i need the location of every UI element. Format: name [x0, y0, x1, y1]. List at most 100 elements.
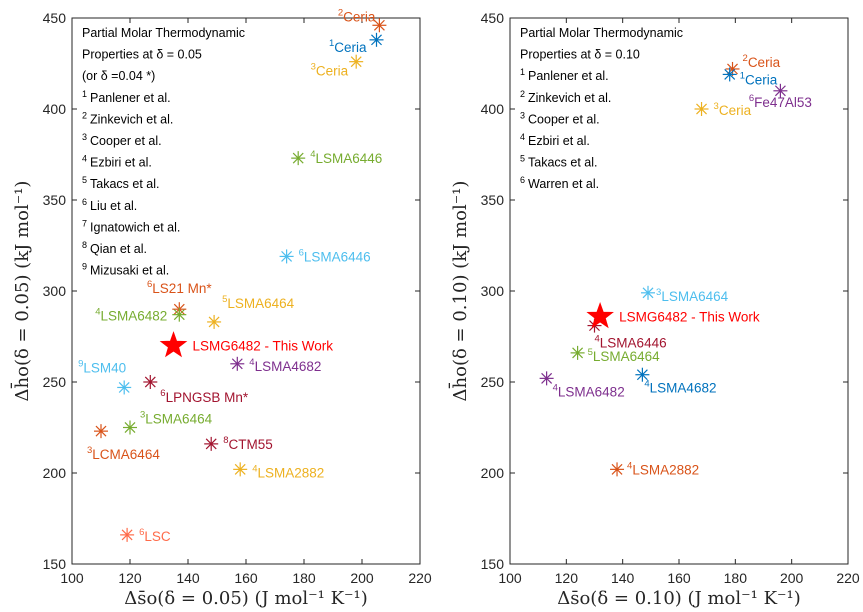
legend-entry: 6 Warren et al.: [520, 175, 599, 191]
data-point-marker: [641, 286, 655, 300]
data-point-marker: [610, 462, 624, 476]
x-tick-label: 120: [118, 570, 142, 586]
data-point-marker: [94, 424, 108, 438]
x-tick-label: 100: [60, 570, 84, 586]
x-tick-label: 160: [234, 570, 258, 586]
y-tick-label: 350: [481, 192, 505, 208]
legend-entry: Partial Molar Thermodynamic: [82, 26, 245, 40]
data-point-label: 4LSMA4682: [249, 357, 321, 374]
data-point-label: 3Ceria: [311, 62, 349, 79]
legend-entry: 3 Cooper et al.: [82, 132, 162, 148]
legend-entry: Partial Molar Thermodynamic: [520, 26, 683, 40]
data-point-marker: [291, 151, 305, 165]
data-point-label: 6LSMA6446: [299, 247, 371, 264]
x-tick-label: 140: [176, 570, 200, 586]
x-axis-label: Δs̄o(δ = 0.05) (J mol⁻¹ K⁻¹): [124, 588, 368, 609]
legend-entry: 2 Zinkevich et al.: [520, 89, 611, 105]
legend-entry: 4 Ezbiri et al.: [520, 132, 590, 148]
legend-entry: Properties at δ = 0.10: [520, 48, 640, 62]
data-point-marker: [280, 249, 294, 263]
legend-entry: (or δ =0.04 *): [82, 69, 155, 83]
data-point-marker: [123, 421, 137, 435]
legend-entry: 5 Takacs et al.: [520, 154, 598, 170]
right-chart-panel: 100 120 140 160 180 200 220 150 200 250 300 350 400 4…: [447, 10, 860, 609]
legend-entry: 2 Zinkevich et al.: [82, 110, 173, 126]
x-tick-label: 200: [780, 570, 804, 586]
y-tick-label: 250: [481, 374, 505, 390]
y-axis-label: Δh̄o(δ = 0.10) (kJ mol⁻¹): [447, 181, 471, 402]
data-point-marker: [540, 371, 554, 385]
x-tick-label: 100: [498, 570, 522, 586]
x-tick-label: 220: [408, 570, 432, 586]
data-point-label: 3LCMA6464: [87, 445, 160, 462]
data-point-marker: [349, 55, 363, 69]
data-point-label: 2Ceria: [338, 7, 376, 24]
data-point-label: 6LS21 Mn*: [147, 279, 212, 296]
legend-entry: 1 Panlener et al.: [82, 89, 171, 105]
highlight-star-marker: [161, 333, 186, 357]
y-tick-label: 200: [481, 465, 505, 481]
y-tick-label: 450: [43, 10, 67, 26]
data-point-marker: [207, 315, 221, 329]
data-point-marker: [370, 33, 384, 47]
data-point-label: 1Ceria: [329, 38, 367, 55]
y-tick-label: 150: [481, 556, 505, 572]
data-point-marker: [172, 308, 186, 322]
highlight-label: LSMG6482 - This Work: [193, 339, 334, 354]
legend-entry: 8 Qian et al.: [82, 240, 147, 256]
data-point-marker: [204, 437, 218, 451]
x-tick-label: 220: [836, 570, 860, 586]
y-tick-label: 200: [43, 465, 67, 481]
legend-entry: Properties at δ = 0.05: [82, 48, 202, 62]
y-tick-label: 250: [43, 374, 67, 390]
legend-entry: 4 Ezbiri et al.: [82, 154, 152, 170]
data-point-marker: [571, 346, 585, 360]
data-point-label: 4LSMA6482: [95, 307, 167, 324]
data-point-marker: [695, 102, 709, 116]
data-point-label: 5LSMA6464: [588, 347, 661, 364]
x-tick-label: 180: [724, 570, 748, 586]
x-tick-label: 140: [611, 570, 635, 586]
y-tick-label: 150: [43, 556, 67, 572]
x-tick-label: 200: [350, 570, 374, 586]
data-point-label: 4LSMA2882: [252, 463, 324, 480]
x-tick-label: 180: [292, 570, 316, 586]
legend-entry: 5 Takacs et al.: [82, 175, 160, 191]
highlight-star-marker: [588, 304, 613, 328]
data-point-label: 3Ceria: [714, 101, 752, 118]
x-axis-label: Δs̄o(δ = 0.10) (J mol⁻¹ K⁻¹): [557, 588, 801, 609]
x-tick-label: 160: [667, 570, 691, 586]
data-point-label: 9LSM40: [78, 358, 126, 375]
y-tick-label: 400: [43, 101, 67, 117]
legend-entry: 3 Cooper et al.: [520, 110, 600, 126]
y-axis-label: Δh̄o(δ = 0.05) (kJ mol⁻¹): [9, 181, 33, 402]
y-tick-label: 450: [481, 10, 505, 26]
data-point-marker: [230, 357, 244, 371]
data-point-label: 6LPNGSB Mn*: [160, 388, 249, 405]
y-tick-label: 300: [43, 283, 67, 299]
data-point-marker: [143, 375, 157, 389]
data-point-label: 3LSMA6464: [140, 410, 213, 427]
legend-entry: 7 Ignatowich et al.: [82, 218, 180, 234]
y-tick-label: 300: [481, 283, 505, 299]
data-point-label: 1Ceria: [740, 70, 778, 87]
data-point-marker: [120, 528, 134, 542]
left-chart-panel: 100 120 140 160 180 200 220 150 200 250 300 350 400 4…: [9, 7, 432, 609]
data-point-label: 6LSC: [139, 527, 171, 544]
legend-entry: 9 Mizusaki et al.: [82, 262, 169, 278]
x-tick-label: 120: [555, 570, 579, 586]
highlight-label: LSMG6482 - This Work: [619, 309, 760, 324]
data-point-marker: [233, 462, 247, 476]
data-point-label: 4LSMA2882: [627, 460, 699, 477]
legend-entry: 6 Liu et al.: [82, 197, 137, 213]
data-point-label: 2Ceria: [743, 53, 781, 70]
data-point-label: 4LSMA6482: [553, 382, 625, 399]
data-point-label: 3LSMA6464: [656, 287, 729, 304]
data-point-label: 8CTM55: [223, 435, 273, 452]
data-point-label: 6Fe47Al53: [749, 93, 812, 110]
legend-entry: 1 Panlener et al.: [520, 67, 609, 83]
data-point-marker: [723, 67, 737, 81]
data-point-label: 4LSMA6446: [310, 149, 382, 166]
data-point-label: 4LSMA4682: [644, 379, 716, 396]
